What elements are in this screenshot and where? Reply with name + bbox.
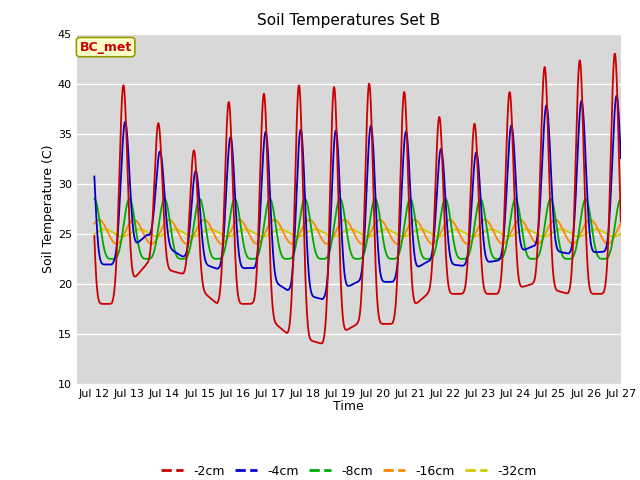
Text: BC_met: BC_met bbox=[79, 41, 132, 54]
Title: Soil Temperatures Set B: Soil Temperatures Set B bbox=[257, 13, 440, 28]
X-axis label: Time: Time bbox=[333, 400, 364, 413]
Y-axis label: Soil Temperature (C): Soil Temperature (C) bbox=[42, 144, 55, 273]
Legend: -2cm, -4cm, -8cm, -16cm, -32cm: -2cm, -4cm, -8cm, -16cm, -32cm bbox=[156, 460, 541, 480]
